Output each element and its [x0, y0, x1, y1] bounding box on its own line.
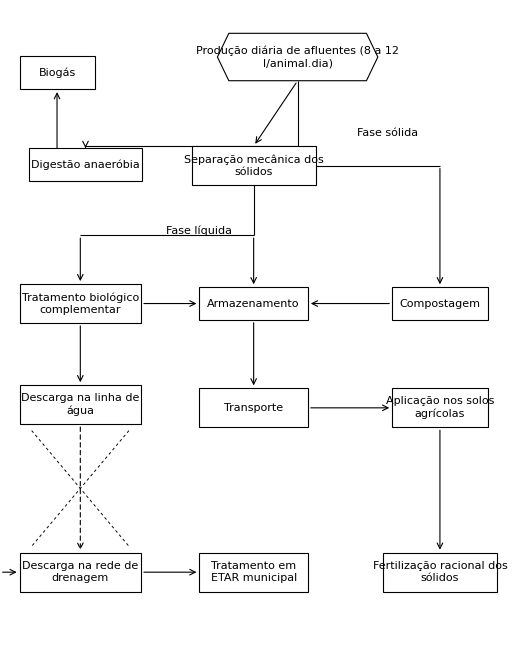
- Text: Fase sólida: Fase sólida: [357, 128, 418, 138]
- FancyBboxPatch shape: [20, 56, 95, 89]
- FancyBboxPatch shape: [192, 146, 316, 185]
- FancyBboxPatch shape: [392, 388, 488, 428]
- Text: Separação mecânica dos
sólidos: Separação mecânica dos sólidos: [184, 154, 324, 177]
- Text: Fase líquida: Fase líquida: [166, 226, 232, 236]
- Text: Compostagem: Compostagem: [399, 299, 480, 308]
- Text: Descarga na linha de
água: Descarga na linha de água: [21, 393, 139, 416]
- Text: Digestão anaeróbia: Digestão anaeróbia: [31, 159, 140, 170]
- FancyBboxPatch shape: [20, 385, 141, 424]
- Text: Tratamento em
ETAR municipal: Tratamento em ETAR municipal: [211, 561, 297, 583]
- FancyBboxPatch shape: [200, 287, 308, 320]
- FancyBboxPatch shape: [392, 287, 488, 320]
- Text: Aplicação nos solos
agrícolas: Aplicação nos solos agrícolas: [386, 396, 494, 419]
- FancyBboxPatch shape: [200, 388, 308, 428]
- Text: Tratamento biológico
complementar: Tratamento biológico complementar: [22, 292, 139, 315]
- Text: Fertilização racional dos
sólidos: Fertilização racional dos sólidos: [373, 561, 507, 583]
- FancyBboxPatch shape: [29, 148, 143, 181]
- Text: Biogás: Biogás: [39, 68, 76, 78]
- Text: Produção diária de afluentes (8 a 12
l/animal.dia): Produção diária de afluentes (8 a 12 l/a…: [196, 46, 399, 68]
- FancyBboxPatch shape: [200, 553, 308, 591]
- Text: Descarga na rede de
drenagem: Descarga na rede de drenagem: [22, 561, 138, 583]
- Text: Transporte: Transporte: [224, 403, 283, 413]
- FancyBboxPatch shape: [20, 553, 141, 591]
- Polygon shape: [218, 34, 378, 81]
- FancyBboxPatch shape: [383, 553, 497, 591]
- FancyBboxPatch shape: [20, 284, 141, 323]
- Text: Armazenamento: Armazenamento: [208, 299, 300, 308]
